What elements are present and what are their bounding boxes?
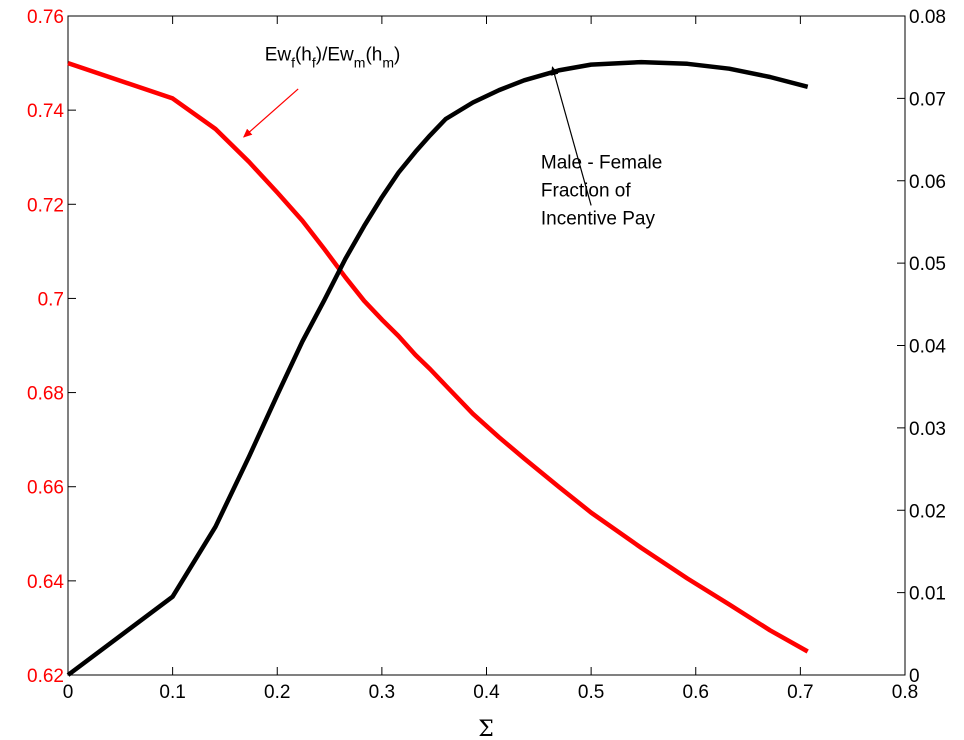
- ratio-label-subscript: f: [291, 55, 295, 71]
- ratio-arrow: [243, 88, 299, 138]
- right-tick-label: 0.02: [909, 501, 946, 522]
- x-axis-label: Σ: [478, 717, 494, 740]
- x-tick-label: 0.1: [159, 682, 185, 703]
- left-tick-label: 0.68: [27, 384, 64, 405]
- right-axis: 0 0.01 0.02 0.03 0.04 0.05 0.06 0.07 0.08: [897, 7, 946, 687]
- x-tick-label: 0.4: [473, 682, 500, 703]
- series-group: [66, 59, 809, 677]
- series-line-ratio: [67, 60, 809, 654]
- left-tick-label: 0.64: [27, 572, 64, 593]
- ratio-label: Ewf(hf)/Ewm(hm): [265, 45, 401, 71]
- left-tick-label: 0.74: [27, 101, 64, 122]
- x-tick-label: 0.3: [369, 682, 395, 703]
- x-axis: 0 0.1 0.2 0.3 0.4 0.5 0.6 0.7 0.8: [63, 16, 918, 703]
- left-tick-label: 0.76: [27, 7, 64, 28]
- x-tick-label: 0.5: [578, 682, 604, 703]
- right-tick-label: 0.01: [909, 584, 946, 605]
- ratio-label-subscript: m: [354, 55, 366, 71]
- x-tick-label: 0.7: [787, 682, 813, 703]
- gap-label-line: Incentive Pay: [541, 208, 656, 229]
- series-line-gap: [66, 59, 809, 677]
- x-tick-label: 0.2: [264, 682, 290, 703]
- x-tick-label: 0.8: [892, 682, 918, 703]
- ratio-label-part: Ew: [265, 45, 292, 66]
- gap-label-line: Male - Female: [541, 152, 662, 173]
- ratio-label-part: ): [394, 45, 400, 66]
- right-tick-label: 0.03: [909, 419, 946, 440]
- left-tick-label: 0.72: [27, 195, 64, 216]
- ratio-label-subscript: f: [312, 55, 316, 71]
- right-tick-label: 0.06: [909, 172, 946, 193]
- left-tick-label: 0.66: [27, 478, 64, 499]
- right-tick-label: 0.07: [909, 89, 946, 110]
- ratio-label-part: (h: [365, 45, 382, 66]
- gap-label-line: Fraction of: [541, 180, 631, 201]
- right-tick-label: 0.05: [909, 254, 946, 275]
- left-tick-label: 0.62: [27, 666, 64, 687]
- left-axis: 0.62 0.64 0.66 0.68 0.7 0.72 0.74 0.76: [27, 7, 76, 687]
- right-tick-label: 0: [909, 666, 920, 687]
- gap-arrow: [550, 66, 592, 206]
- right-tick-label: 0.08: [909, 7, 946, 28]
- ratio-label-part: )/Ew: [316, 45, 354, 66]
- ratio-label-part: (h: [295, 45, 312, 66]
- ratio-label-subscript: m: [382, 55, 394, 71]
- x-tick-label: 0.6: [683, 682, 709, 703]
- x-tick-label: 0: [63, 682, 74, 703]
- left-tick-label: 0.7: [38, 289, 64, 310]
- right-tick-label: 0.04: [909, 337, 946, 358]
